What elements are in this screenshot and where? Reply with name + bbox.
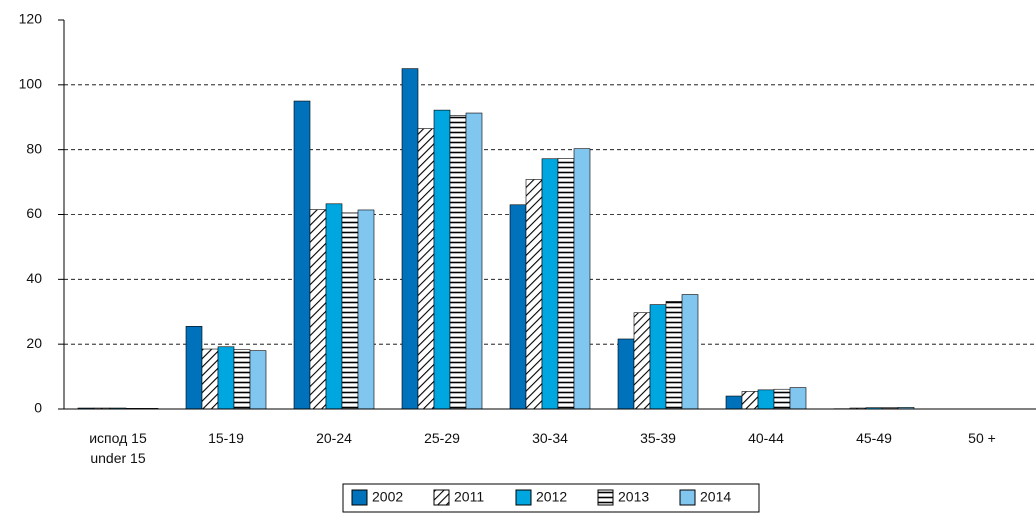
y-tick-label: 0	[34, 400, 42, 416]
y-tick-label: 40	[26, 270, 42, 286]
bar	[233, 349, 251, 410]
bar	[417, 128, 435, 410]
bar	[757, 389, 775, 410]
bar	[741, 391, 759, 410]
x-tick-label: 25-29	[424, 430, 460, 446]
bar	[617, 338, 635, 410]
bar	[649, 304, 667, 410]
bar	[433, 109, 451, 410]
x-tick-label: испод 15 under 15	[89, 430, 147, 466]
y-tick-label: 100	[19, 76, 43, 92]
y-tick-label: 60	[26, 205, 42, 221]
bar	[201, 348, 219, 410]
x-tick-label: 30-34	[532, 430, 568, 446]
legend-label: 2012	[536, 489, 567, 505]
x-tick-label: 35-39	[640, 430, 676, 446]
bar	[357, 209, 375, 410]
bar	[325, 203, 343, 410]
bar	[309, 209, 327, 410]
legend-swatch	[433, 489, 450, 506]
x-tick-label: 15-19	[208, 430, 244, 446]
x-tick-label: 20-24	[316, 430, 352, 446]
bar	[401, 68, 419, 410]
x-tick-label: 40-44	[748, 430, 784, 446]
x-tick-label: 45-49	[856, 430, 892, 446]
bar	[573, 148, 591, 410]
bar	[789, 387, 807, 410]
y-tick-label: 120	[19, 11, 43, 27]
legend-label: 2013	[618, 489, 649, 505]
y-tick-label: 80	[26, 140, 42, 156]
legend-swatch	[515, 489, 532, 506]
bar	[217, 346, 235, 410]
bar	[725, 395, 743, 410]
bar	[525, 179, 543, 410]
bar	[773, 388, 791, 410]
bar	[465, 112, 483, 410]
bar	[633, 312, 651, 410]
y-tick-label: 20	[26, 335, 42, 351]
bar	[341, 212, 359, 410]
legend-label: 2011	[454, 489, 484, 505]
legend-label: 2002	[372, 489, 403, 505]
bar	[449, 115, 467, 410]
bar	[665, 301, 683, 410]
legend-label: 2014	[700, 489, 731, 505]
legend-swatch	[597, 489, 614, 506]
bar	[681, 294, 699, 410]
bar	[509, 204, 527, 410]
bar	[541, 158, 559, 410]
legend-swatch	[351, 489, 368, 506]
x-tick-label: 50 +	[968, 430, 996, 446]
bar	[249, 350, 267, 410]
bar	[557, 158, 575, 410]
legend-swatch	[679, 489, 696, 506]
bar	[185, 326, 203, 410]
bar	[293, 100, 311, 410]
